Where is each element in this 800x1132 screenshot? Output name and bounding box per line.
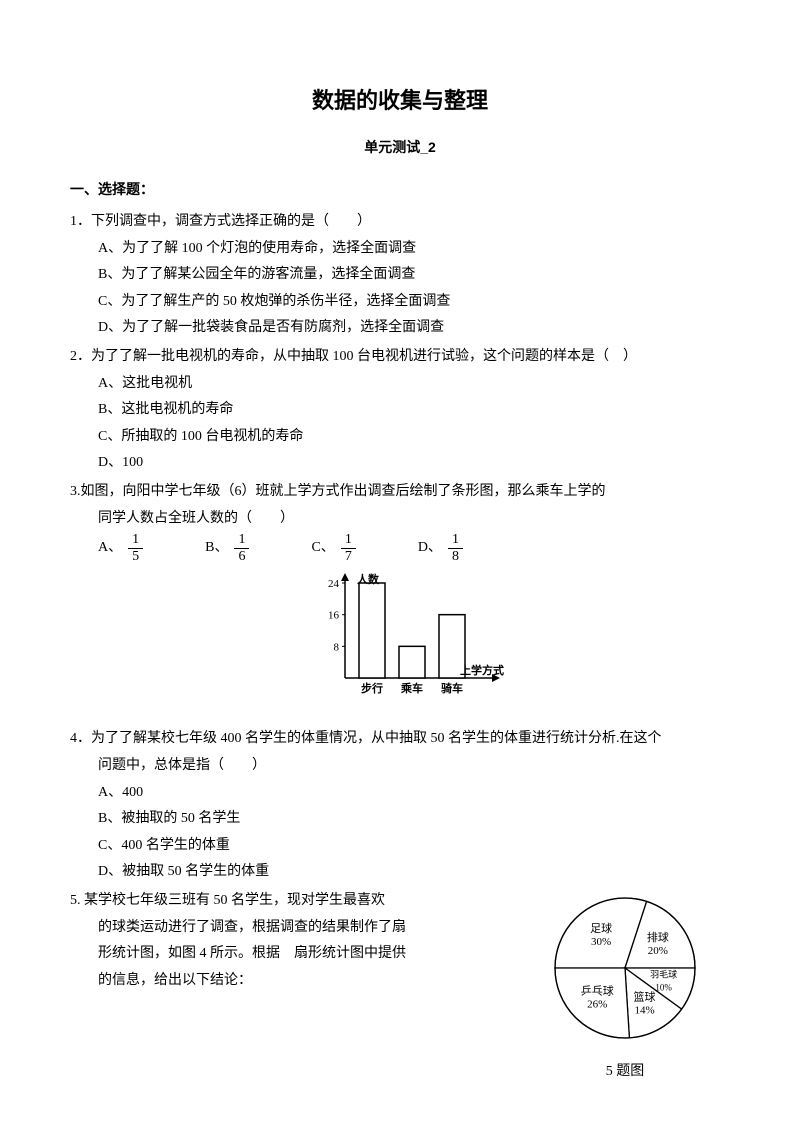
frac-num: 1	[448, 532, 463, 548]
q4-stem-1: 4．为了了解某校七年级 400 名学生的体重情况，从中抽取 50 名学生的体重进…	[70, 726, 730, 753]
q3-b-label: B、	[205, 535, 228, 562]
fraction-icon: 1 6	[234, 532, 249, 564]
q2-stem: 2．为了了解一批电视机的寿命，从中抽取 100 台电视机进行试验，这个问题的样本…	[70, 344, 730, 371]
question-5: 足球30%排球20%羽毛球10%篮球14%乒乓球26% 5 题图 5. 某学校七…	[70, 888, 730, 1085]
svg-text:20%: 20%	[648, 945, 668, 957]
question-4: 4．为了了解某校七年级 400 名学生的体重情况，从中抽取 50 名学生的体重进…	[70, 726, 730, 886]
frac-num: 1	[341, 532, 356, 548]
q5-pie-chart: 足球30% 排球20% 羽毛球 10%篮球14% 乒乓球26% 5 题图	[520, 888, 730, 1085]
q2-opt-c: C、所抽取的 100 台电视机的寿命	[98, 424, 730, 451]
pie-chart-svg: 足球30% 排球20% 羽毛球 10%篮球14% 乒乓球26%	[535, 888, 715, 1048]
frac-num: 1	[128, 532, 143, 548]
q3-opt-b: B、 1 6	[205, 532, 251, 564]
q4-stem-2: 问题中，总体是指（ ）	[98, 753, 730, 780]
svg-text:8: 8	[334, 641, 340, 653]
q3-bar-chart: 8 16 24 步行 乘车 骑车 人数上学方式	[70, 568, 730, 719]
svg-text:16: 16	[328, 610, 340, 622]
q2-opt-d: D、100	[98, 450, 730, 477]
pie-caption: 5 题图	[520, 1059, 730, 1086]
svg-text:30%: 30%	[591, 936, 611, 948]
q3-opt-a: A、 1 5	[98, 532, 145, 564]
svg-text:人数: 人数	[357, 572, 380, 586]
bar-chart-svg: 8 16 24 步行 乘车 骑车 人数上学方式	[290, 568, 510, 708]
page-title: 数据的收集与整理	[70, 80, 730, 122]
q3-c-label: C、	[311, 535, 334, 562]
q3-stem-2: 同学人数占全班人数的（ ）	[98, 506, 730, 533]
svg-text:10%: 10%	[655, 983, 672, 993]
q3-opt-d: D、 1 8	[418, 532, 465, 564]
q3-a-label: A、	[98, 535, 122, 562]
svg-text:乒乓球: 乒乓球	[581, 984, 614, 998]
q3-stem-1: 3.如图，向阳中学七年级（6）班就上学方式作出调查后绘制了条形图，那么乘车上学的	[70, 479, 730, 506]
svg-text:足球: 足球	[590, 921, 612, 935]
q4-opt-b: B、被抽取的 50 名学生	[98, 806, 730, 833]
frac-den: 5	[128, 549, 143, 564]
svg-text:14%: 14%	[634, 1005, 654, 1017]
q2-opt-a: A、这批电视机	[98, 371, 730, 398]
question-2: 2．为了了解一批电视机的寿命，从中抽取 100 台电视机进行试验，这个问题的样本…	[70, 344, 730, 477]
svg-text:上学方式: 上学方式	[460, 663, 504, 677]
page-subtitle: 单元测试_2	[70, 134, 730, 161]
fraction-icon: 1 7	[341, 532, 356, 564]
question-1: 1．下列调查中，调查方式选择正确的是（ ） A、为了了解 100 个灯泡的使用寿…	[70, 209, 730, 342]
q4-opt-d: D、被抽取 50 名学生的体重	[98, 859, 730, 886]
q3-d-label: D、	[418, 535, 442, 562]
q4-opt-a: A、400	[98, 780, 730, 807]
q1-opt-a: A、为了了解 100 个灯泡的使用寿命，选择全面调查	[98, 236, 730, 263]
q3-opt-c: C、 1 7	[311, 532, 357, 564]
svg-text:24: 24	[328, 578, 340, 590]
svg-text:篮球: 篮球	[634, 990, 656, 1004]
svg-text:步行: 步行	[361, 681, 383, 695]
frac-num: 1	[234, 532, 249, 548]
svg-text:骑车: 骑车	[441, 681, 463, 695]
q4-opt-c: C、400 名学生的体重	[98, 833, 730, 860]
q3-choices: A、 1 5 B、 1 6 C、 1 7 D、 1 8	[98, 532, 730, 564]
q1-opt-d: D、为了了解一批袋装食品是否有防腐剂，选择全面调查	[98, 315, 730, 342]
q2-opt-b: B、这批电视机的寿命	[98, 397, 730, 424]
frac-den: 8	[448, 549, 463, 564]
svg-text:乘车: 乘车	[400, 681, 423, 695]
q1-stem: 1．下列调查中，调查方式选择正确的是（ ）	[70, 209, 730, 236]
frac-den: 7	[341, 549, 356, 564]
section-heading: 一、选择题：	[70, 178, 730, 205]
svg-text:26%: 26%	[587, 999, 607, 1011]
svg-text:羽毛球: 羽毛球	[650, 969, 677, 980]
svg-text:排球: 排球	[647, 930, 669, 944]
question-3: 3.如图，向阳中学七年级（6）班就上学方式作出调查后绘制了条形图，那么乘车上学的…	[70, 479, 730, 719]
fraction-icon: 1 8	[448, 532, 463, 564]
q1-opt-c: C、为了了解生产的 50 枚炮弹的杀伤半径，选择全面调查	[98, 289, 730, 316]
fraction-icon: 1 5	[128, 532, 143, 564]
frac-den: 6	[234, 549, 249, 564]
q1-opt-b: B、为了了解某公园全年的游客流量，选择全面调查	[98, 262, 730, 289]
